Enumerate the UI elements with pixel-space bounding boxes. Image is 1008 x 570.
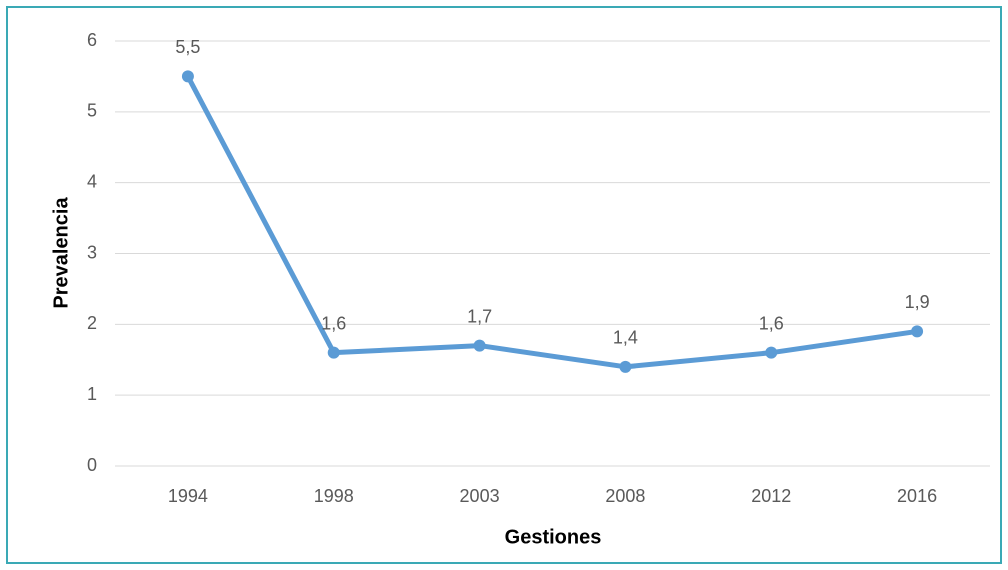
y-tick-label: 2	[87, 313, 97, 333]
line	[185, 75, 918, 370]
marker	[765, 346, 778, 359]
x-tick-label: 2012	[751, 486, 791, 506]
x-tick-label: 2003	[460, 486, 500, 506]
y-tick-label: 3	[87, 242, 97, 262]
marker	[473, 339, 486, 352]
y-tick-label: 0	[87, 455, 97, 475]
data-label: 1,7	[467, 306, 492, 326]
y-tick-label: 6	[87, 30, 97, 50]
marker	[619, 360, 632, 373]
data-label: 1,6	[759, 313, 784, 333]
y-tick-label: 5	[87, 101, 97, 121]
data-label: 1,6	[321, 313, 346, 333]
x-tick-label: 2016	[897, 486, 937, 506]
x-axis-title: Gestiones	[505, 526, 602, 548]
data-label: 5,5	[175, 37, 200, 57]
marker	[327, 346, 340, 359]
x-tick-label: 1994	[168, 486, 208, 506]
x-tick-label: 1998	[314, 486, 354, 506]
x-tick-label: 2008	[605, 486, 645, 506]
marker	[911, 325, 924, 338]
data-label: 1,9	[905, 292, 930, 312]
y-tick-label: 4	[87, 171, 97, 191]
y-tick-label: 1	[87, 384, 97, 404]
marker	[181, 70, 194, 83]
y-axis-title: Prevalencia	[50, 197, 72, 309]
frame	[6, 6, 1002, 564]
data-label: 1,4	[613, 328, 638, 348]
